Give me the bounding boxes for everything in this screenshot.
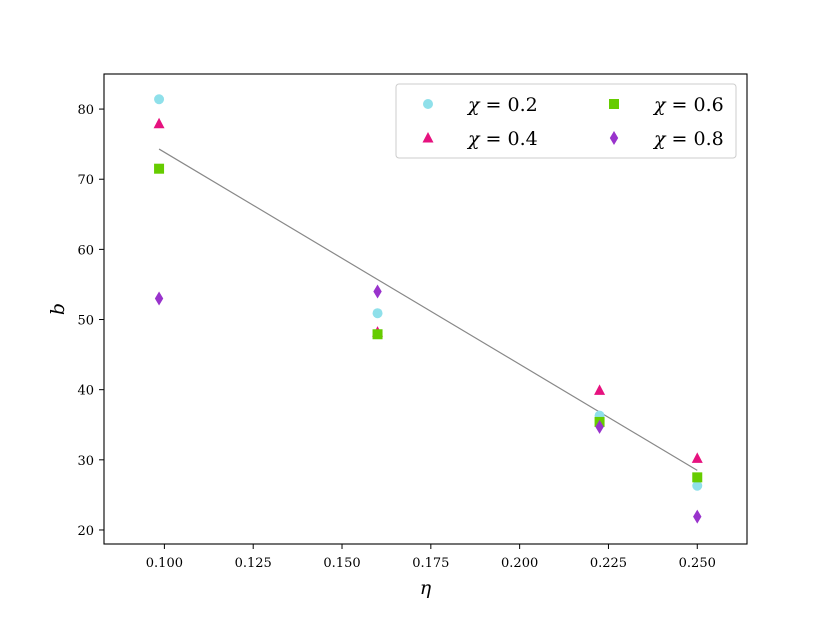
x-tick-label: 0.100 [146, 556, 183, 571]
legend: χ = 0.2χ = 0.4χ = 0.6χ = 0.8 [395, 83, 737, 159]
data-point-triangle [691, 452, 703, 463]
tick-layer: 0.100 0.125 0.150 0.175 0.200 0.225 0.250 20 30 4… [77, 103, 715, 571]
legend-label: χ = 0.2 [466, 94, 538, 116]
x-tick-label: 0.250 [679, 556, 716, 571]
data-point-triangle [153, 117, 165, 129]
data-point-diamond [595, 419, 604, 434]
y-tick-label: 80 [77, 103, 94, 118]
y-axis-label: b [47, 303, 69, 315]
data-point-square [154, 163, 165, 174]
x-tick-label: 0.225 [590, 556, 627, 571]
y-tick-label: 30 [77, 454, 94, 469]
y-tick-label: 50 [77, 314, 94, 329]
x-tick-label: 0.200 [501, 556, 538, 571]
data-point-triangle [594, 384, 606, 395]
legend-value: = 0.4 [480, 128, 538, 150]
data-point-square [692, 472, 703, 483]
fit-line [158, 148, 698, 471]
series-diamond [154, 284, 702, 524]
legend-marker-square [609, 99, 619, 109]
legend-variable: χ [652, 94, 667, 116]
legend-label: χ = 0.6 [652, 94, 724, 116]
plot-frame [103, 73, 748, 545]
y-tick-label: 40 [77, 384, 94, 399]
x-tick-label: 0.125 [235, 556, 272, 571]
legend-marker-circle [423, 99, 433, 109]
data-point-diamond [693, 509, 702, 524]
legend-box [395, 83, 737, 159]
legend-value: = 0.6 [666, 94, 724, 116]
data-point-circle [372, 308, 383, 319]
y-tick-label: 60 [77, 243, 94, 258]
y-tick-label: 70 [77, 173, 94, 188]
data-point-diamond [373, 284, 382, 299]
x-axis-label: η [420, 577, 432, 599]
plot-layer [153, 94, 703, 524]
data-point-circle [692, 480, 703, 491]
data-point-circle [154, 94, 165, 105]
legend-variable: χ [652, 128, 667, 150]
legend-label: χ = 0.8 [652, 128, 724, 150]
legend-variable: χ [466, 94, 481, 116]
y-tick-label: 20 [77, 524, 94, 539]
legend-marker-triangle [422, 132, 434, 143]
legend-value: = 0.2 [480, 94, 538, 116]
legend-value: = 0.8 [666, 128, 724, 150]
x-tick-label: 0.175 [412, 556, 449, 571]
legend-marker-diamond [609, 131, 619, 145]
data-point-diamond [154, 291, 164, 306]
legend-label: χ = 0.4 [466, 128, 538, 150]
data-point-square [372, 329, 383, 340]
x-tick-label: 0.150 [323, 556, 360, 571]
legend-variable: χ [466, 128, 481, 150]
